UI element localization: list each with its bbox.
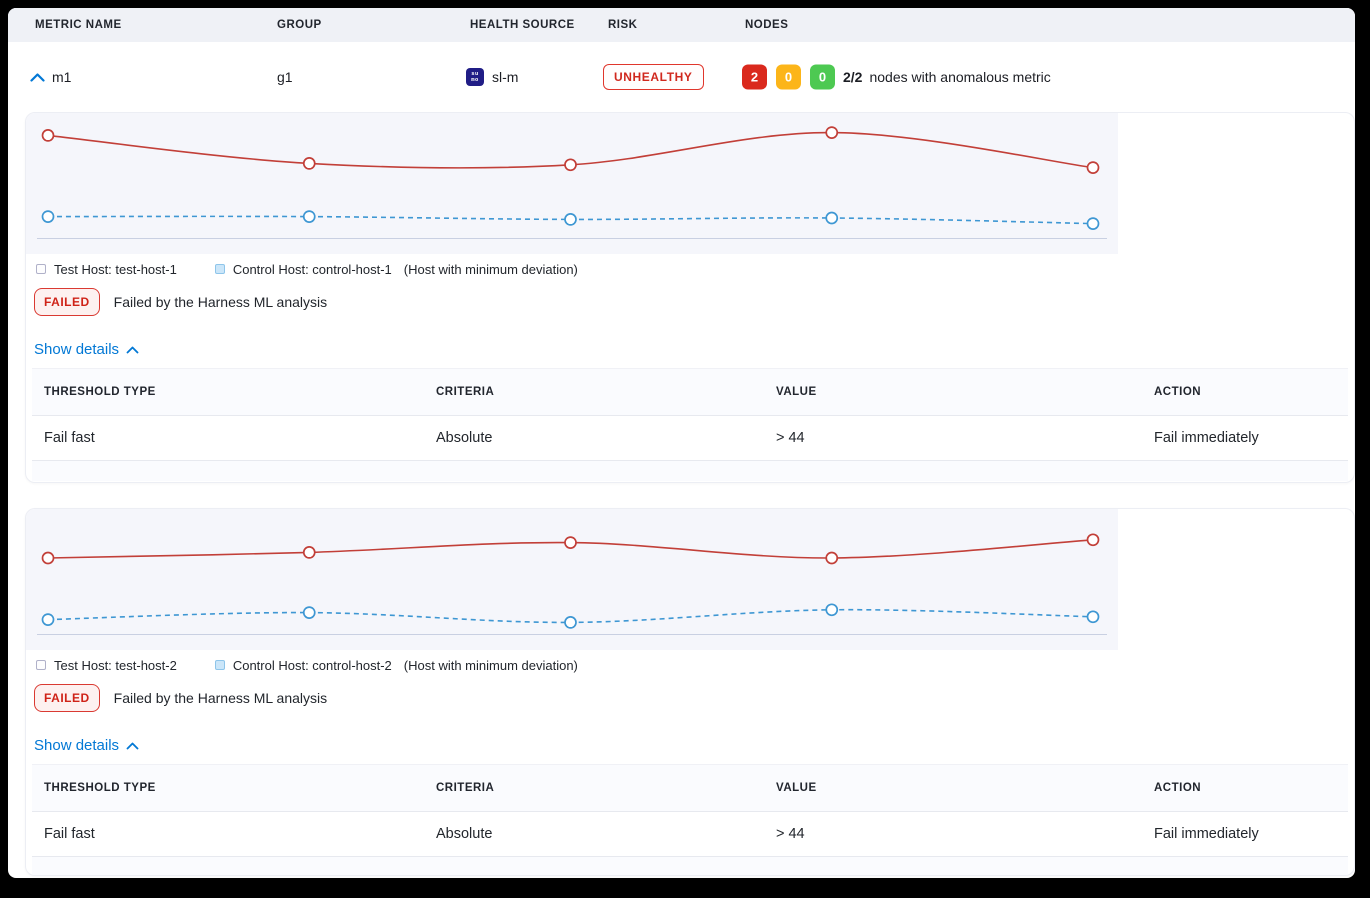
chevron-up-icon — [126, 742, 139, 749]
th-threshold-type: THRESHOLD TYPE — [44, 386, 156, 398]
failed-status-badge: FAILED — [34, 684, 100, 712]
th-action: ACTION — [1154, 782, 1202, 794]
control-host-note: (Host with minimum deviation) — [403, 261, 578, 277]
node-count-red-badge: 2 — [742, 64, 767, 90]
show-details-toggle[interactable]: Show details — [34, 341, 139, 358]
metric-row[interactable]: m1 g1 su mo sl-m UNHEALTHY 2 0 0 2/2 node… — [8, 42, 1355, 112]
timeseries-chart[interactable] — [26, 509, 1118, 650]
analysis-status-row: FAILED Failed by the Harness ML analysis — [34, 288, 1354, 316]
analysis-status-row: FAILED Failed by the Harness ML analysis — [34, 684, 1354, 712]
cell-value: > 44 — [776, 826, 805, 842]
column-header-group: GROUP — [277, 19, 322, 31]
column-header-health-source: HEALTH SOURCE — [470, 19, 575, 31]
column-header-metric-name: METRIC NAME — [35, 19, 122, 31]
cell-action: Fail immediately — [1154, 826, 1259, 842]
node-count-badges: 2 0 0 — [742, 64, 835, 90]
sumo-icon-text-bottom: mo — [471, 76, 479, 83]
th-criteria: CRITERIA — [436, 782, 495, 794]
metric-name-value: m1 — [52, 69, 72, 85]
test-host-legend-label: Test Host: test-host-1 — [54, 261, 177, 277]
th-action: ACTION — [1154, 386, 1202, 398]
node-summary-label: nodes with anomalous metric — [869, 69, 1051, 85]
cell-action: Fail immediately — [1154, 430, 1259, 446]
failed-status-badge: FAILED — [34, 288, 100, 316]
control-host-legend-swatch[interactable] — [214, 660, 225, 670]
show-details-toggle[interactable]: Show details — [34, 737, 139, 754]
host-analysis-card: Test Host: test-host-2 Control Host: con… — [25, 508, 1355, 876]
cell-criteria: Absolute — [436, 430, 493, 446]
control-host-legend-label: Control Host: control-host-1 — [232, 261, 392, 277]
control-host-legend-swatch[interactable] — [214, 264, 225, 274]
threshold-table-header: THRESHOLD TYPE CRITERIA VALUE ACTION — [32, 765, 1348, 812]
timeseries-chart[interactable] — [26, 113, 1118, 254]
cell-value: > 44 — [776, 430, 805, 446]
host-analysis-card: Test Host: test-host-1 Control Host: con… — [25, 112, 1355, 483]
metrics-analysis-panel: METRIC NAME GROUP HEALTH SOURCE RISK NOD… — [8, 8, 1355, 878]
table-footer-spacer — [32, 461, 1348, 481]
node-count-green-badge: 0 — [810, 64, 835, 90]
health-source-cell: su mo sl-m — [466, 68, 518, 86]
group-value: g1 — [277, 69, 293, 85]
table-row: Fail fast Absolute > 44 Fail immediately — [32, 416, 1348, 461]
cell-criteria: Absolute — [436, 826, 493, 842]
sumo-icon-text-top: su — [471, 69, 479, 77]
th-value: VALUE — [776, 386, 817, 398]
th-threshold-type: THRESHOLD TYPE — [44, 782, 156, 794]
show-details-label: Show details — [34, 341, 120, 358]
table-footer-spacer — [32, 857, 1348, 875]
th-value: VALUE — [776, 782, 817, 794]
node-summary-ratio: 2/2 — [843, 69, 863, 85]
analysis-status-message: Failed by the Harness ML analysis — [113, 690, 328, 706]
cell-threshold-type: Fail fast — [44, 826, 95, 842]
timeseries-plot-area — [26, 113, 1118, 254]
threshold-details-table: THRESHOLD TYPE CRITERIA VALUE ACTION Fai… — [32, 764, 1348, 875]
column-header-risk: RISK — [608, 19, 638, 31]
th-criteria: CRITERIA — [436, 386, 495, 398]
node-summary-text: 2/2 nodes with anomalous metric — [843, 69, 1051, 85]
table-header-band: METRIC NAME GROUP HEALTH SOURCE RISK NOD… — [8, 8, 1355, 42]
chevron-up-icon — [126, 346, 139, 353]
chart-legend: Test Host: test-host-2 Control Host: con… — [36, 656, 1354, 674]
control-host-note: (Host with minimum deviation) — [403, 657, 578, 673]
sumo-logic-icon: su mo — [466, 68, 484, 86]
risk-status-badge: UNHEALTHY — [603, 64, 704, 90]
node-count-amber-badge: 0 — [776, 64, 801, 90]
test-host-legend-label: Test Host: test-host-2 — [54, 657, 177, 673]
cell-threshold-type: Fail fast — [44, 430, 95, 446]
threshold-table-header: THRESHOLD TYPE CRITERIA VALUE ACTION — [32, 369, 1348, 416]
test-host-legend-swatch[interactable] — [36, 264, 46, 274]
control-host-legend-label: Control Host: control-host-2 — [232, 657, 392, 673]
chart-legend: Test Host: test-host-1 Control Host: con… — [36, 260, 1354, 278]
column-header-nodes: NODES — [745, 19, 789, 31]
threshold-details-table: THRESHOLD TYPE CRITERIA VALUE ACTION Fai… — [32, 368, 1348, 481]
show-details-label: Show details — [34, 737, 120, 754]
test-host-legend-swatch[interactable] — [36, 660, 46, 670]
table-row: Fail fast Absolute > 44 Fail immediately — [32, 812, 1348, 857]
collapse-chevron-icon[interactable] — [28, 68, 46, 86]
health-source-label: sl-m — [492, 69, 519, 85]
timeseries-plot-area — [26, 509, 1118, 650]
analysis-status-message: Failed by the Harness ML analysis — [113, 294, 328, 310]
